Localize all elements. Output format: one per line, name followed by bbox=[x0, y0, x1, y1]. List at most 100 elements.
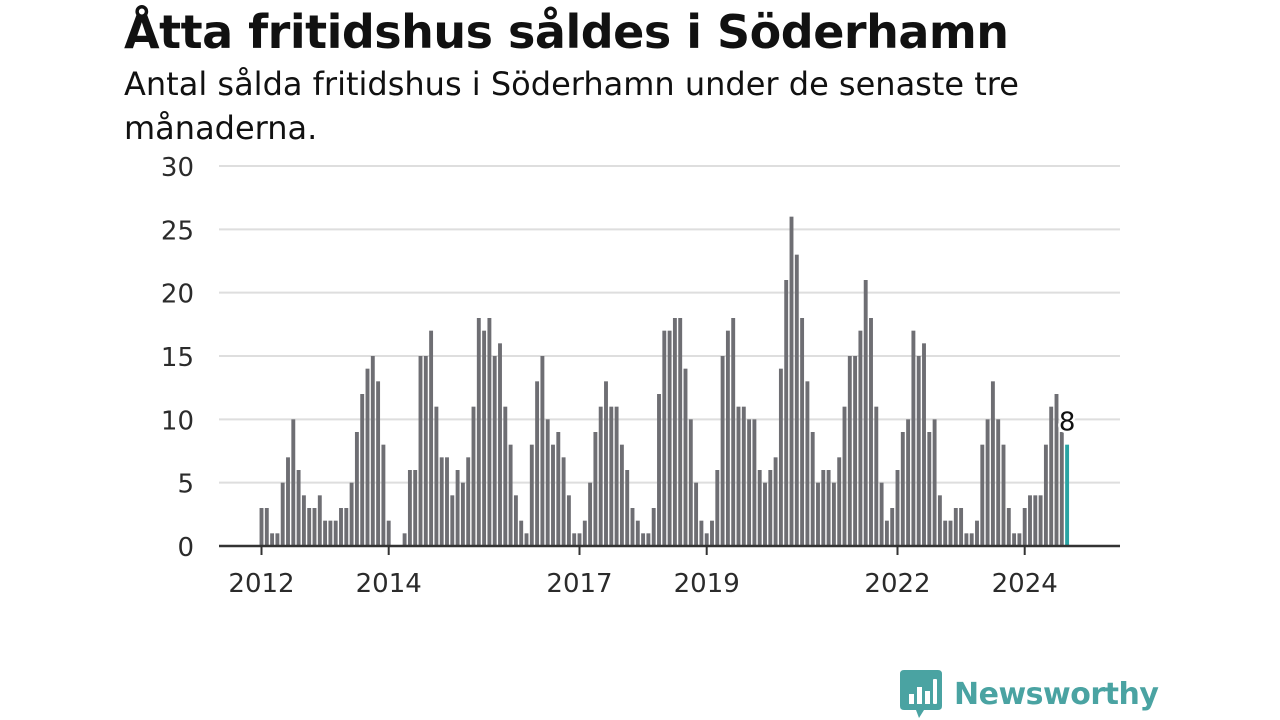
bar bbox=[466, 457, 471, 546]
bar bbox=[524, 533, 529, 546]
bar bbox=[853, 356, 858, 546]
bar bbox=[725, 330, 730, 546]
bar bbox=[354, 432, 359, 546]
bar bbox=[609, 406, 614, 546]
bar bbox=[667, 330, 672, 546]
bar bbox=[985, 419, 990, 546]
highlight-value-label: 8 bbox=[1059, 408, 1076, 438]
bar bbox=[741, 406, 746, 546]
bar bbox=[625, 470, 630, 546]
bar bbox=[407, 470, 412, 546]
bar bbox=[545, 419, 550, 546]
bar bbox=[688, 419, 693, 546]
y-tick-label: 25 bbox=[161, 216, 194, 246]
bar bbox=[312, 508, 317, 546]
bar bbox=[370, 356, 375, 546]
bar bbox=[847, 356, 852, 546]
bar bbox=[376, 381, 381, 546]
bar bbox=[1038, 495, 1043, 546]
bar bbox=[778, 368, 783, 546]
x-tick-label: 2014 bbox=[356, 569, 422, 599]
bar bbox=[810, 432, 815, 546]
bar bbox=[413, 470, 418, 546]
bar bbox=[906, 419, 911, 546]
bar bbox=[736, 406, 741, 546]
bar bbox=[900, 432, 905, 546]
highlighted-bar bbox=[1065, 444, 1070, 546]
bar bbox=[800, 318, 805, 546]
bar bbox=[884, 520, 889, 546]
bar bbox=[731, 318, 736, 546]
bar bbox=[429, 330, 434, 546]
bar bbox=[577, 533, 582, 546]
bar bbox=[964, 533, 969, 546]
bar bbox=[286, 457, 290, 546]
bar bbox=[842, 406, 847, 546]
bar bbox=[301, 495, 306, 546]
bar bbox=[699, 520, 704, 546]
bar bbox=[683, 368, 688, 546]
y-tick-label: 15 bbox=[161, 343, 194, 373]
bar bbox=[789, 216, 794, 546]
bar bbox=[869, 318, 873, 546]
bar bbox=[434, 406, 439, 546]
y-tick-label: 0 bbox=[177, 533, 194, 563]
bar bbox=[445, 457, 449, 546]
bar bbox=[784, 280, 789, 546]
bar bbox=[943, 520, 948, 546]
bar bbox=[916, 356, 921, 546]
bar bbox=[969, 533, 974, 546]
bar bbox=[672, 318, 677, 546]
bar bbox=[598, 406, 603, 546]
bar bbox=[678, 318, 683, 546]
bar bbox=[794, 254, 799, 546]
bar bbox=[704, 533, 709, 546]
bar bbox=[471, 406, 476, 546]
bar bbox=[1001, 444, 1006, 546]
bar bbox=[1012, 533, 1017, 546]
bar bbox=[503, 406, 508, 546]
bar bbox=[588, 482, 593, 546]
bar bbox=[535, 381, 540, 546]
bar bbox=[529, 444, 534, 546]
bar bbox=[996, 419, 1001, 546]
bar bbox=[1017, 533, 1022, 546]
bar bbox=[1043, 444, 1048, 546]
bar bbox=[593, 432, 598, 546]
bar bbox=[460, 482, 465, 546]
bar bbox=[1054, 394, 1059, 546]
x-tick-label: 2017 bbox=[546, 569, 612, 599]
bar bbox=[498, 343, 502, 546]
bar bbox=[980, 444, 985, 546]
bar bbox=[757, 470, 762, 546]
bar bbox=[328, 520, 333, 546]
y-tick-label: 10 bbox=[161, 406, 194, 436]
bar bbox=[895, 470, 900, 546]
bar bbox=[317, 495, 322, 546]
bar bbox=[657, 394, 661, 546]
bar bbox=[932, 419, 937, 546]
bar bbox=[890, 508, 895, 546]
bar bbox=[927, 432, 932, 546]
bar bbox=[826, 470, 831, 546]
bar bbox=[487, 318, 492, 546]
bar bbox=[386, 520, 391, 546]
bar bbox=[365, 368, 370, 546]
bar bbox=[662, 330, 667, 546]
bar bbox=[1006, 508, 1011, 546]
bar bbox=[333, 520, 338, 546]
bar bbox=[307, 508, 312, 546]
bar bbox=[492, 356, 497, 546]
bar bbox=[614, 406, 619, 546]
bar bbox=[296, 470, 301, 546]
bar bbox=[439, 457, 444, 546]
newsworthy-logo: Newsworthy bbox=[900, 670, 1159, 718]
bar bbox=[1028, 495, 1032, 546]
x-tick-label: 2024 bbox=[992, 569, 1058, 599]
bar bbox=[752, 419, 757, 546]
bar bbox=[566, 495, 571, 546]
bar bbox=[937, 495, 942, 546]
bar bbox=[551, 444, 555, 546]
bar bbox=[953, 508, 958, 546]
